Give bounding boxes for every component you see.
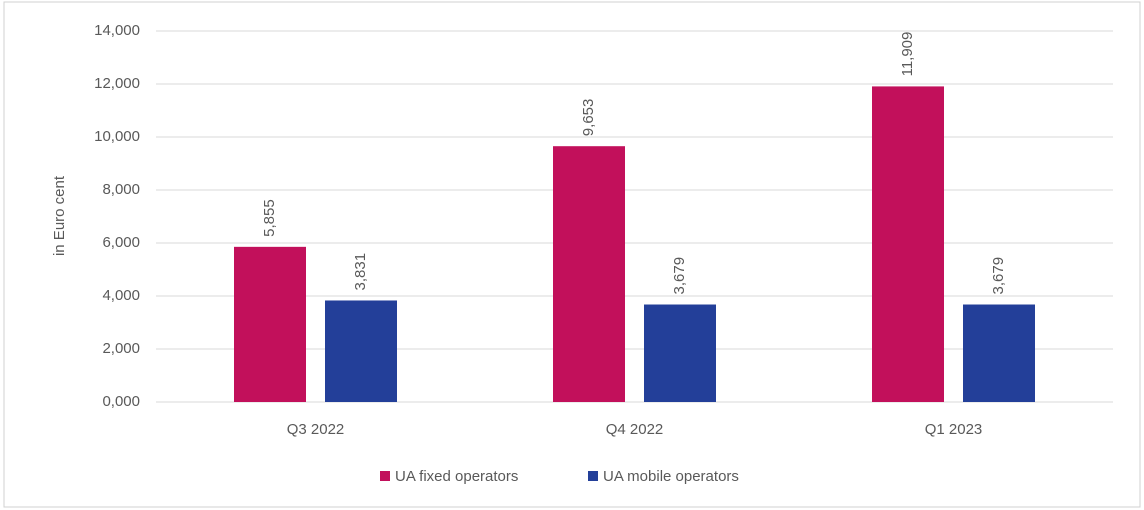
y-tick-label: 10,000 — [94, 128, 140, 145]
y-axis-label: in Euro cent — [51, 175, 68, 256]
legend-label: UA mobile operators — [603, 468, 739, 485]
bar — [872, 86, 944, 402]
value-label: 11,909 — [899, 32, 916, 77]
y-tick-label: 14,000 — [94, 22, 140, 39]
bar — [644, 304, 716, 402]
value-label: 9,653 — [580, 99, 597, 137]
x-tick-label: Q3 2022 — [287, 421, 345, 438]
value-label: 5,855 — [261, 199, 278, 237]
bar — [234, 246, 306, 402]
legend-swatch — [588, 471, 598, 481]
bar — [325, 300, 397, 402]
chart-frame — [3, 1, 1141, 508]
value-label: 3,831 — [352, 253, 369, 291]
y-tick-label: 6,000 — [102, 234, 140, 251]
y-tick-label: 4,000 — [102, 287, 140, 304]
value-label: 3,679 — [990, 257, 1007, 295]
y-tick-label: 0,000 — [102, 393, 140, 410]
y-tick-label: 2,000 — [102, 340, 140, 357]
bar — [553, 146, 625, 402]
x-tick-label: Q4 2022 — [606, 421, 664, 438]
y-tick-label: 12,000 — [94, 75, 140, 92]
x-tick-label: Q1 2023 — [925, 421, 983, 438]
legend-swatch — [380, 471, 390, 481]
bar — [963, 304, 1035, 402]
y-tick-label: 8,000 — [102, 181, 140, 198]
legend-label: UA fixed operators — [395, 468, 518, 485]
value-label: 3,679 — [671, 257, 688, 295]
